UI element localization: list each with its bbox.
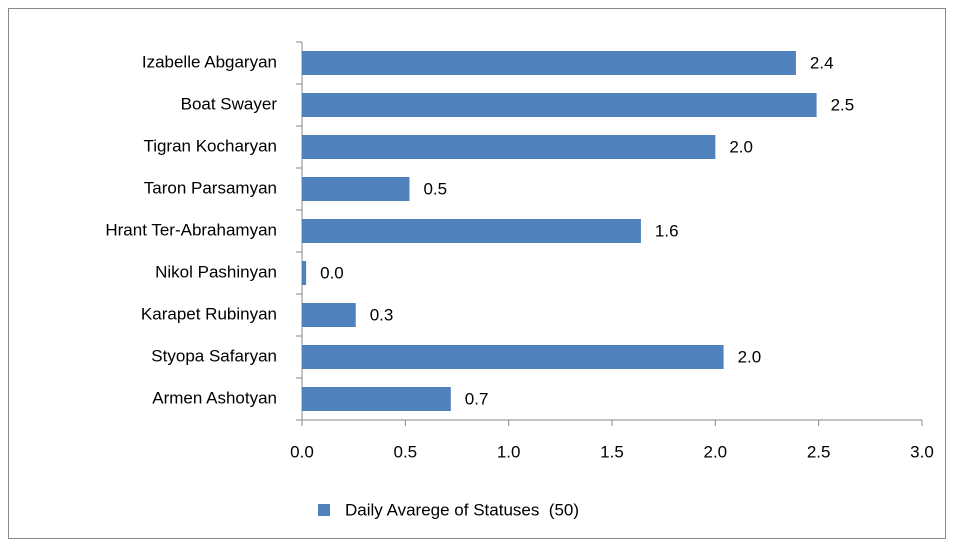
legend-label: Daily Avarege of Statuses (50) (345, 500, 579, 519)
y-tick-label: Hrant Ter-Abrahamyan (105, 220, 277, 239)
value-label: 2.0 (738, 347, 762, 366)
bar (302, 303, 356, 327)
bar (302, 51, 796, 75)
y-tick-label: Boat Swayer (181, 94, 278, 113)
x-tick-label: 3.0 (910, 442, 934, 461)
legend-swatch (318, 504, 330, 516)
bar (302, 345, 724, 369)
bar (302, 219, 641, 243)
y-tick-label: Karapet Rubinyan (141, 304, 277, 323)
value-label: 2.5 (831, 95, 855, 114)
bar (302, 177, 410, 201)
y-tick-label: Taron Parsamyan (144, 178, 277, 197)
value-label: 2.4 (810, 53, 834, 72)
bar (302, 93, 817, 117)
value-label: 0.7 (465, 389, 489, 408)
y-tick-label: Izabelle Abgaryan (142, 52, 277, 71)
x-tick-label: 1.0 (497, 442, 521, 461)
bar (302, 261, 307, 285)
bar (302, 387, 451, 411)
x-tick-label: 2.5 (807, 442, 831, 461)
value-label: 2.0 (729, 137, 753, 156)
y-tick-label: Nikol Pashinyan (155, 262, 277, 281)
value-label: 0.0 (320, 263, 344, 282)
x-tick-label: 0.0 (290, 442, 314, 461)
y-tick-label: Tigran Kocharyan (143, 136, 277, 155)
value-label: 1.6 (655, 221, 679, 240)
bar (302, 135, 716, 159)
y-tick-label: Armen Ashotyan (152, 388, 277, 407)
x-tick-label: 2.0 (704, 442, 728, 461)
y-tick-label: Styopa Safaryan (151, 346, 277, 365)
value-label: 0.3 (370, 305, 394, 324)
chart-border (8, 8, 946, 539)
x-tick-label: 1.5 (600, 442, 624, 461)
value-label: 0.5 (423, 179, 447, 198)
x-tick-label: 0.5 (394, 442, 418, 461)
